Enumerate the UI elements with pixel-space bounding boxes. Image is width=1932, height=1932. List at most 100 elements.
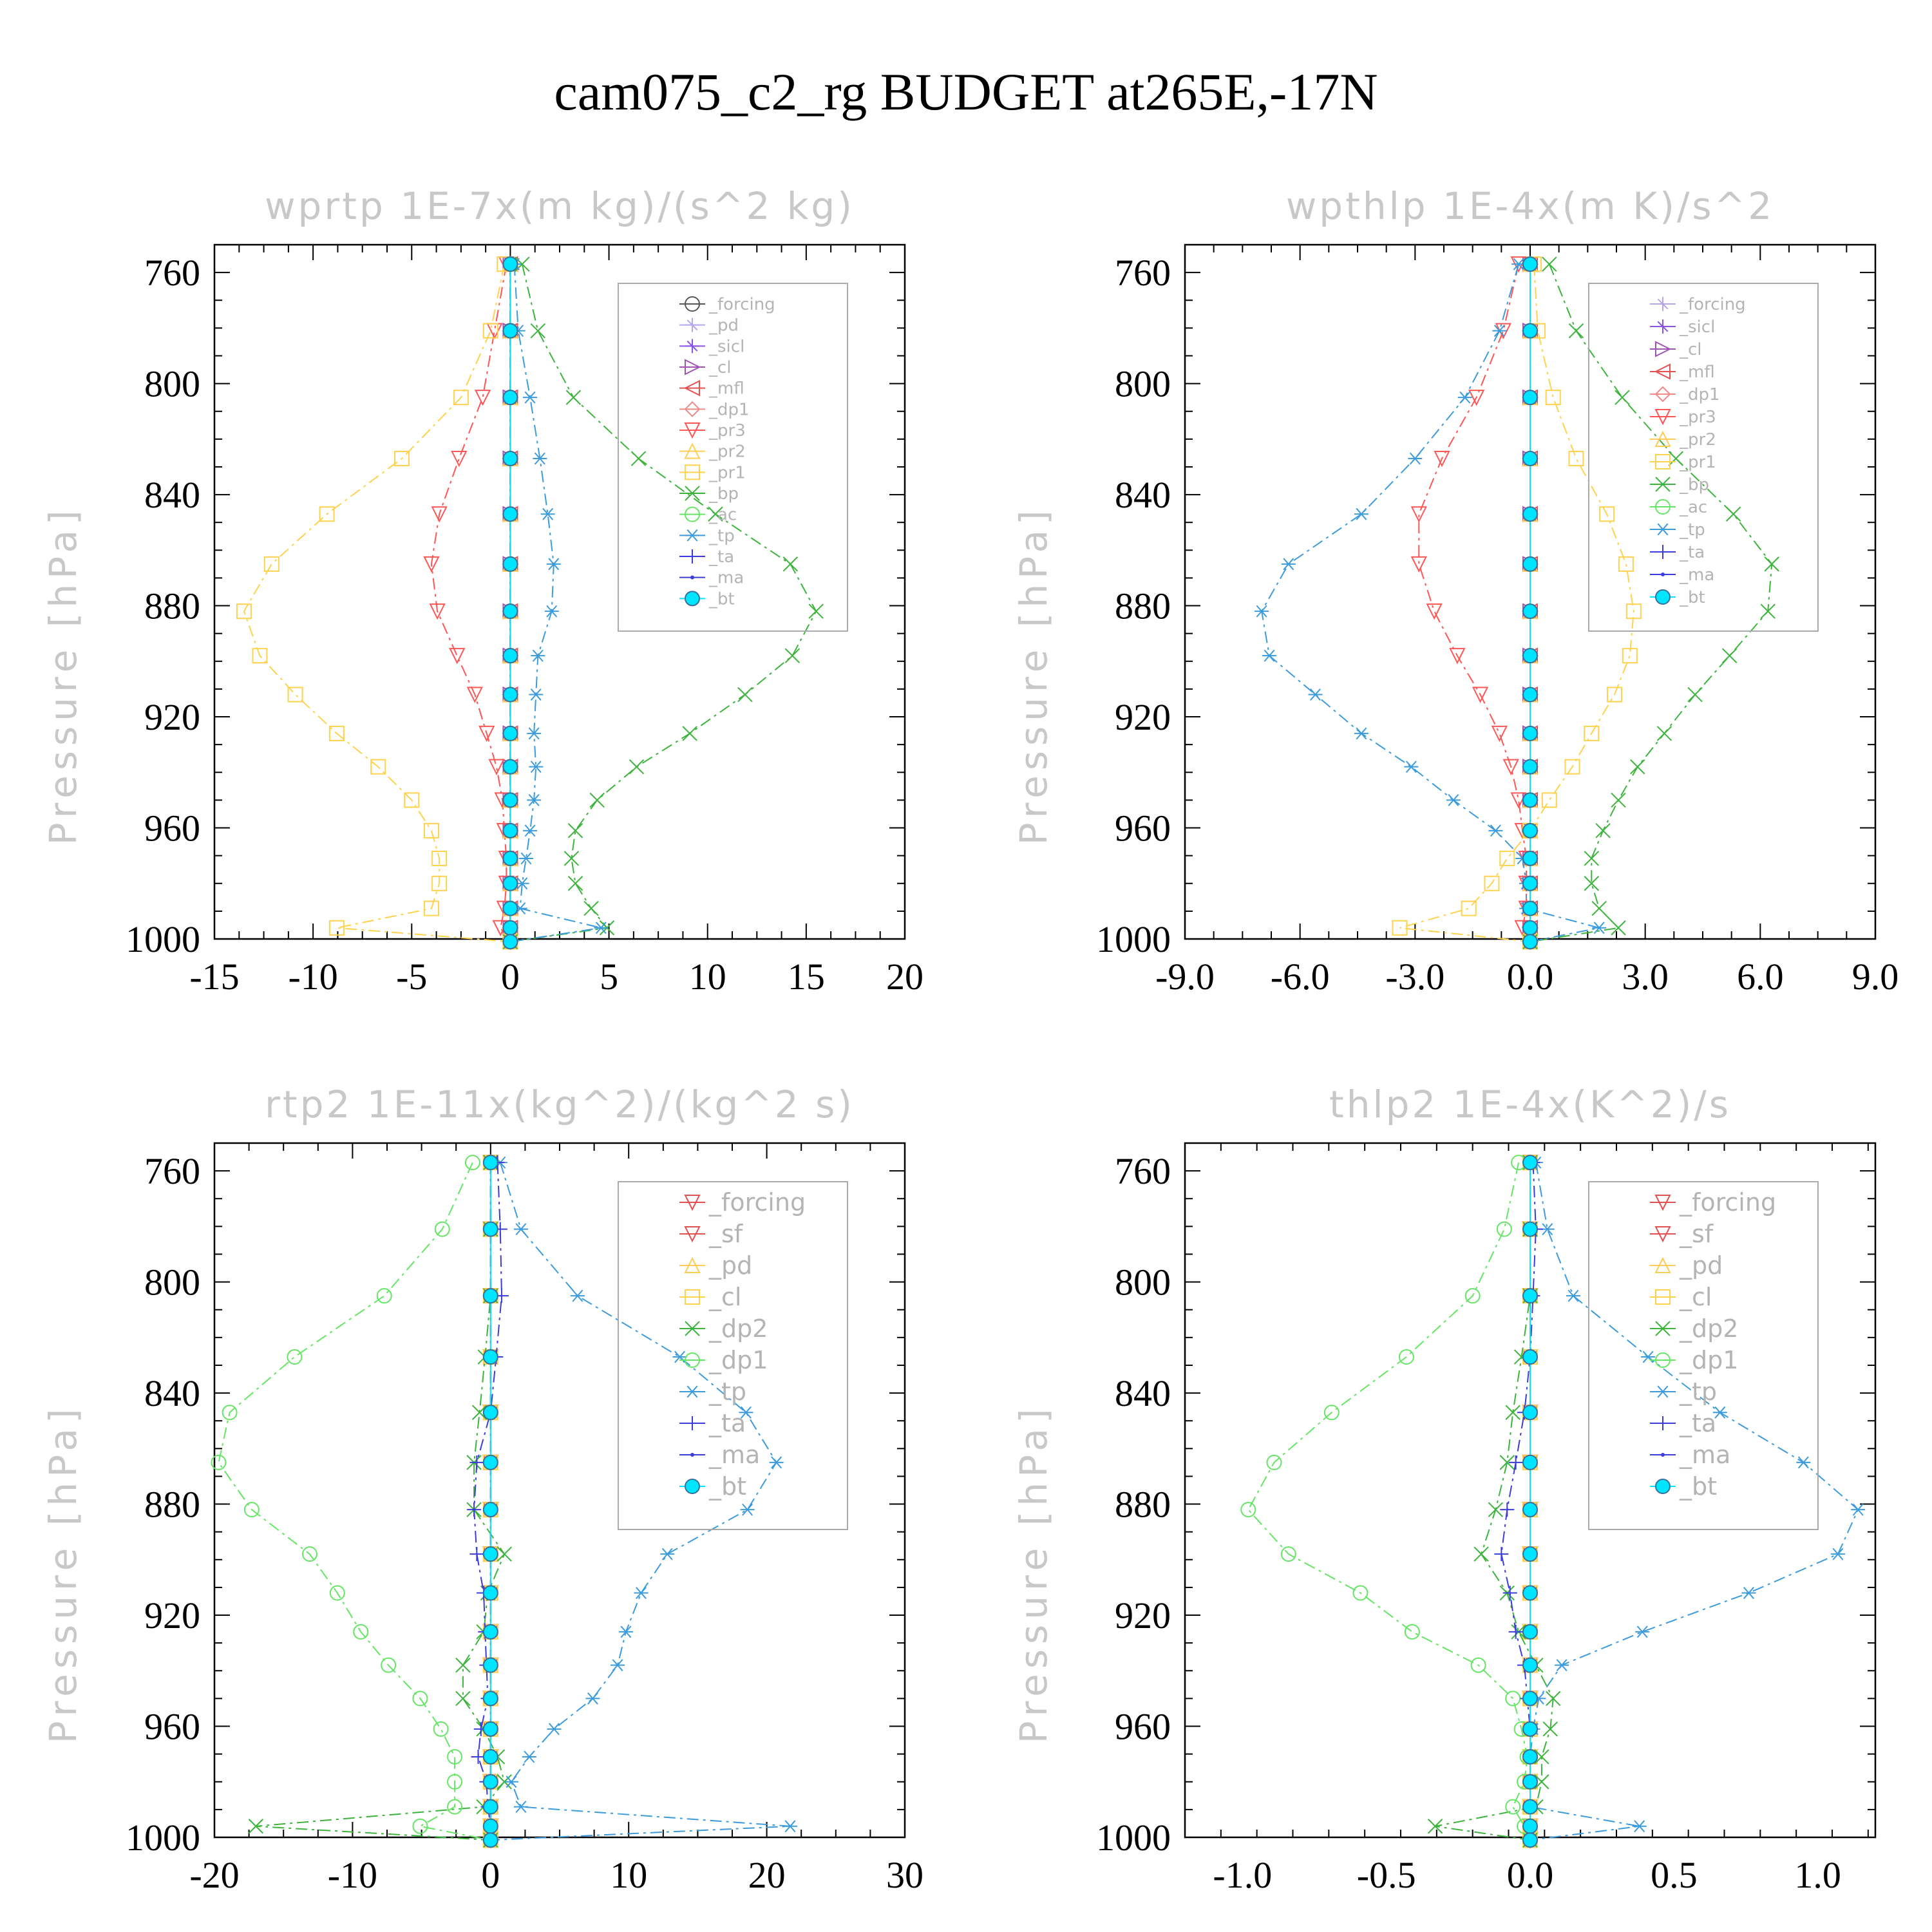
data-point <box>482 1624 498 1640</box>
data-point <box>1426 603 1443 620</box>
data-point <box>1522 1657 1538 1673</box>
legend-label: _pd <box>708 316 739 336</box>
legend-label: _bp <box>708 484 739 504</box>
data-point <box>1522 900 1538 916</box>
series-line-pr3 <box>430 264 511 942</box>
x-tick-label: 10 <box>610 1854 647 1896</box>
x-tick-label: -20 <box>189 1854 239 1896</box>
legend-label: _bp <box>1679 475 1709 495</box>
data-point <box>1851 1503 1866 1516</box>
x-tick-label: 30 <box>886 1854 923 1896</box>
data-point <box>381 1657 397 1673</box>
data-point <box>1522 1454 1538 1470</box>
data-point <box>1625 603 1642 620</box>
x-tick-label: 10 <box>689 956 726 998</box>
data-point <box>301 1546 317 1562</box>
data-point <box>583 900 599 916</box>
data-point <box>513 1223 528 1236</box>
data-point <box>1555 1659 1569 1672</box>
legend-marker <box>1655 1321 1671 1336</box>
y-tick-label: 880 <box>144 1484 200 1526</box>
y-axis-label: Pressure [hPa] <box>1012 505 1056 845</box>
data-point <box>466 687 483 703</box>
data-point <box>1721 648 1738 663</box>
data-point <box>252 648 268 664</box>
panel-title: wprtp 1E-7x(m kg)/(s^2 kg) <box>265 184 855 228</box>
data-point <box>482 1405 498 1421</box>
legend-label: _forcing <box>708 1188 806 1217</box>
legend: _forcing _sf _pd _cl _dp2 _dp1 _tp _ta _ma _bt <box>1588 1181 1819 1530</box>
legend-label: _pr2 <box>708 442 746 462</box>
legend-label: _pr3 <box>708 421 746 440</box>
legend-label: _sicl <box>1679 317 1715 337</box>
legend-marker <box>1654 1226 1671 1243</box>
data-point <box>1496 1221 1512 1237</box>
legend-label: _ma <box>1679 565 1714 585</box>
data-point <box>1522 934 1538 950</box>
data-point <box>1468 390 1485 406</box>
legend-marker <box>683 380 700 397</box>
x-tick-label: 0.0 <box>1507 1854 1554 1896</box>
legend-marker <box>685 359 701 375</box>
data-point <box>708 506 723 522</box>
data-point <box>531 649 545 662</box>
data-point <box>527 793 542 806</box>
data-point <box>502 875 518 891</box>
y-tick-label: 920 <box>1115 696 1171 738</box>
data-point <box>1522 792 1538 808</box>
legend-marker <box>684 442 701 459</box>
data-point <box>1611 792 1626 808</box>
legend-label: _ta <box>1679 543 1705 562</box>
legend-label: _pr2 <box>1679 430 1716 450</box>
data-point <box>570 1289 585 1302</box>
legend-label: _forcing <box>1679 295 1746 314</box>
legend-label: _forcing <box>708 295 775 314</box>
data-point <box>478 725 495 743</box>
data-point <box>1522 1818 1538 1834</box>
y-tick-label: 960 <box>1115 808 1171 849</box>
data-point <box>1410 506 1427 523</box>
data-point <box>474 390 491 406</box>
data-point <box>502 506 518 522</box>
data-point <box>1410 556 1427 573</box>
data-point <box>1505 1799 1521 1815</box>
data-point <box>1522 1774 1538 1790</box>
data-point <box>1491 725 1508 743</box>
data-point <box>1522 1799 1538 1815</box>
x-tick-label: 0.0 <box>1507 956 1554 998</box>
x-tick-label: -5 <box>396 956 427 998</box>
data-point <box>502 822 518 838</box>
data-point <box>1522 1221 1538 1237</box>
legend-label: _cl <box>708 358 732 377</box>
y-tick-label: 1000 <box>1096 918 1171 960</box>
x-tick-label: -3.0 <box>1385 956 1444 998</box>
data-point <box>1607 687 1623 703</box>
legend-marker <box>685 464 700 480</box>
data-point <box>1522 1690 1538 1707</box>
data-point <box>1635 1625 1650 1638</box>
x-tick-label: -9.0 <box>1155 956 1215 998</box>
data-point <box>502 920 518 936</box>
data-point <box>740 1503 755 1516</box>
data-point <box>404 792 420 808</box>
legend-marker <box>685 1416 699 1430</box>
x-tick-label: 6.0 <box>1737 956 1784 998</box>
data-point <box>482 1349 498 1365</box>
legend-label: _dp2 <box>708 1314 768 1343</box>
data-point <box>808 603 824 619</box>
legend-marker <box>1654 363 1671 380</box>
data-point <box>482 1818 498 1834</box>
data-point <box>1656 726 1672 741</box>
data-point <box>488 759 505 775</box>
data-point <box>502 451 518 467</box>
data-point <box>243 1502 260 1518</box>
series-line-pr1 <box>1399 264 1634 943</box>
series-line-tp <box>510 264 601 943</box>
legend-label: _sicl <box>708 337 744 356</box>
data-point <box>546 558 561 571</box>
data-point <box>1404 1624 1420 1640</box>
legend-label: _tp <box>1679 520 1705 540</box>
data-point <box>1545 390 1561 406</box>
panel-3: rtp2 1E-11x(kg^2)/(kg^2 s) Pressure [hPa]… <box>41 1083 923 1896</box>
data-point <box>482 1546 498 1562</box>
